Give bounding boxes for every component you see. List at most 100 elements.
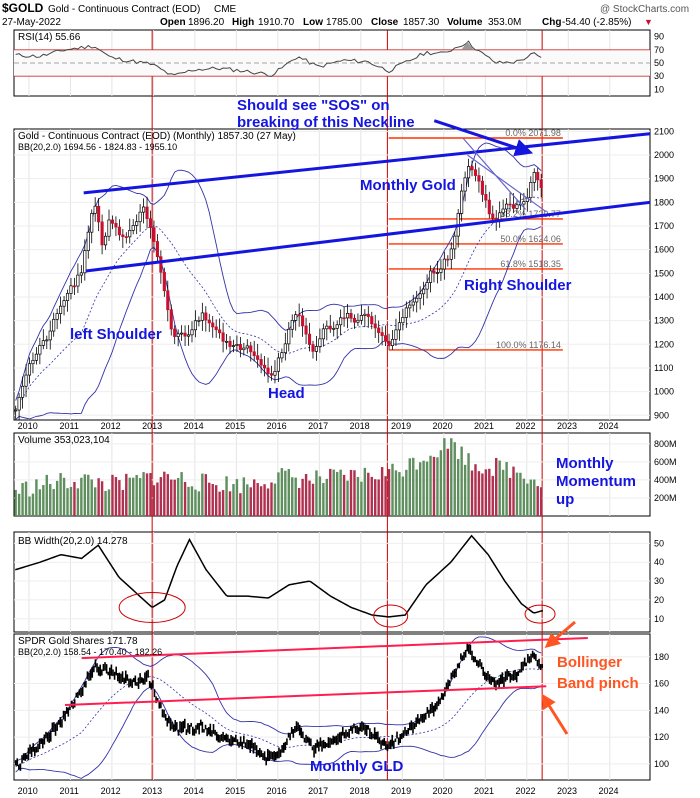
volume-bar xyxy=(149,473,152,516)
price-candle xyxy=(242,347,246,351)
volume-bar xyxy=(315,470,318,516)
volume-bar xyxy=(533,479,536,516)
price-candle xyxy=(390,338,395,347)
gld-legend-bb: BB(20,2.0) 158.54 - 170.40 - 182.26 xyxy=(18,647,162,657)
price-year-label: 2011 xyxy=(59,421,78,431)
volume-legend: Volume 353,023,104 xyxy=(18,435,110,446)
price-candle xyxy=(290,320,294,330)
fib-label: 61.8% 1518.35 xyxy=(500,259,561,269)
volume-bar xyxy=(353,470,356,516)
price-candle xyxy=(321,328,325,340)
price-candle xyxy=(211,322,215,328)
price-candle xyxy=(294,314,298,321)
price-candle xyxy=(477,175,481,182)
volume-bar xyxy=(76,488,80,516)
volume-bar xyxy=(17,493,21,516)
volume-bar xyxy=(322,482,325,516)
rsi-line xyxy=(15,40,542,77)
price-year-label: 2022 xyxy=(516,421,536,431)
price-candle xyxy=(529,182,533,199)
price-candle xyxy=(27,363,32,376)
volume-bar xyxy=(218,491,221,516)
volume-bar xyxy=(512,466,515,516)
volume-bar xyxy=(308,480,311,516)
gld-upper-trendline xyxy=(81,637,588,660)
price-candle xyxy=(252,351,256,357)
header-credit: @ StockCharts.com xyxy=(600,4,689,15)
header-open: 1896.20 xyxy=(188,17,225,28)
volume-bar xyxy=(277,472,280,516)
volume-bar xyxy=(118,480,121,516)
price-year-label: 2021 xyxy=(474,421,494,431)
volume-bar xyxy=(69,486,73,516)
volume-bar xyxy=(38,489,42,516)
volume-bar xyxy=(415,469,418,516)
price-candle xyxy=(401,317,405,324)
price-candle xyxy=(166,290,170,311)
price-tick-label: 900 xyxy=(654,410,669,420)
volume-bar xyxy=(152,485,156,516)
header-date: 27-May-2022 xyxy=(2,17,61,28)
price-candle xyxy=(235,344,239,346)
volume-bar xyxy=(166,474,169,516)
volume-bar xyxy=(398,472,401,516)
price-candle xyxy=(256,355,260,360)
price-candle xyxy=(301,315,305,327)
price-candle xyxy=(387,340,391,347)
volume-bar xyxy=(239,493,242,516)
price-candle xyxy=(453,235,457,250)
header-open-label: Open xyxy=(160,17,186,28)
price-candle xyxy=(408,304,412,309)
price-candle xyxy=(339,317,343,326)
volume-bar xyxy=(394,470,398,516)
price-candle xyxy=(76,274,80,287)
volume-bar xyxy=(55,480,59,516)
volume-bar xyxy=(194,489,197,516)
volume-bar xyxy=(339,469,342,516)
volume-bar xyxy=(232,484,235,516)
price-candle xyxy=(415,297,419,303)
price-candle xyxy=(335,324,339,329)
volume-bar xyxy=(335,471,339,516)
price-tick-label: 1100 xyxy=(654,363,673,373)
volume-bar xyxy=(356,476,360,516)
price-candle xyxy=(186,334,191,337)
volume-bar xyxy=(380,467,384,516)
volume-tick-label: 400M xyxy=(654,475,677,485)
volume-bar xyxy=(311,483,315,516)
gld-year-label: 2020 xyxy=(433,786,453,796)
price-candle xyxy=(328,325,332,330)
wedge-line-lower xyxy=(467,154,547,213)
volume-bar xyxy=(291,477,294,516)
annotation-monthly-gold: Monthly Gold xyxy=(360,177,456,194)
annotation-right-shoulder: Right Shoulder xyxy=(464,277,572,294)
rsi-tick-label: 90 xyxy=(654,32,664,42)
gld-year-label: 2022 xyxy=(516,786,536,796)
price-candle xyxy=(86,231,90,251)
price-candle xyxy=(79,272,83,276)
price-candle xyxy=(100,221,104,246)
price-candle xyxy=(193,320,197,331)
annotation-left-shoulder: left Shoulder xyxy=(70,326,162,343)
price-tick-label: 1500 xyxy=(654,268,674,278)
price-candle xyxy=(411,301,415,306)
bbwidth-line xyxy=(15,534,544,618)
volume-bar xyxy=(104,490,107,516)
volume-tick-label: 200M xyxy=(654,493,677,503)
price-year-label: 2019 xyxy=(391,421,411,431)
volume-bar xyxy=(294,477,297,516)
volume-bar xyxy=(249,487,252,516)
price-candle xyxy=(90,213,94,233)
price-candle xyxy=(266,367,270,374)
volume-bar xyxy=(329,468,332,516)
volume-bar xyxy=(100,481,104,516)
price-candle xyxy=(342,317,346,320)
price-candle xyxy=(332,327,336,330)
sos-arrow xyxy=(433,119,534,157)
volume-bar xyxy=(128,477,131,516)
volume-bar xyxy=(208,482,211,516)
volume-bar xyxy=(495,458,498,516)
price-year-label: 2023 xyxy=(557,421,577,431)
bbw-panel-frame xyxy=(13,531,651,633)
price-year-label: 2017 xyxy=(308,421,328,431)
